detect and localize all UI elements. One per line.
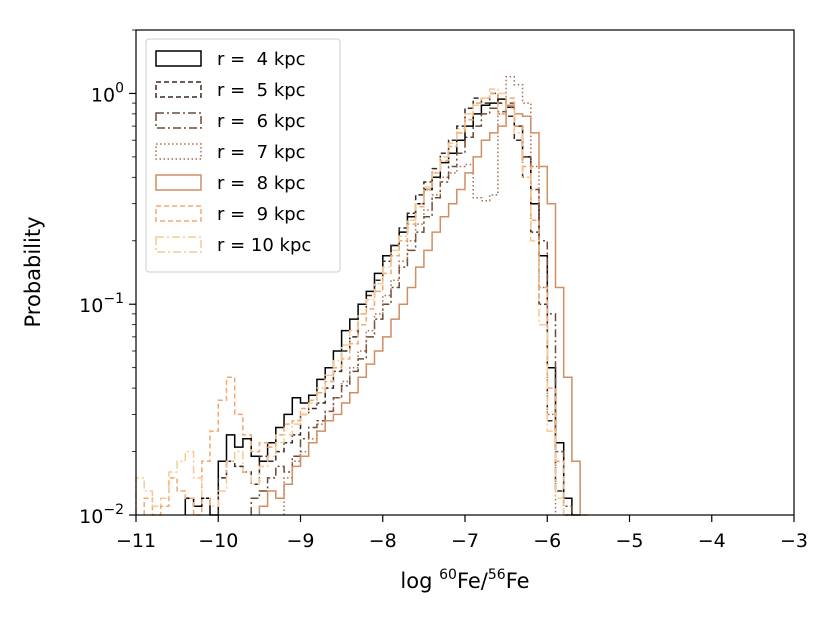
- legend-label: r = 9 kpc: [217, 204, 306, 225]
- legend-label: r = 4 kpc: [217, 49, 306, 70]
- legend-swatch: [155, 205, 202, 222]
- x-axis-ticks: −11 −10 −9 −8 −7 −6 −5 −4 −3: [116, 515, 808, 552]
- legend-swatch: [155, 143, 202, 160]
- y-tick-label: 10−1: [79, 291, 124, 317]
- x-tick-label: −3: [780, 530, 808, 552]
- series-layer: [135, 76, 589, 516]
- y-axis-ticks: 10−2 10−1 100: [79, 29, 136, 528]
- x-tick-label: −9: [286, 530, 314, 552]
- y-tick-label: 100: [91, 80, 124, 106]
- x-tick-label: −8: [369, 530, 397, 552]
- series-line-6: [143, 92, 565, 516]
- series-line-5: [258, 104, 589, 516]
- legend-swatch: [155, 236, 202, 253]
- series-line-2: [217, 92, 572, 516]
- legend-label: r = 5 kpc: [217, 80, 306, 101]
- series-line-3: [250, 102, 573, 515]
- x-tick-label: −7: [451, 530, 479, 552]
- legend-label: r = 6 kpc: [217, 111, 306, 132]
- legend-label: r = 10 kpc: [217, 235, 311, 256]
- legend-label: r = 8 kpc: [217, 173, 306, 194]
- y-tick-label: 10−2: [79, 502, 124, 528]
- x-tick-label: −4: [698, 530, 726, 552]
- legend-entries: r = 4 kpc r = 5 kpc r = 6 kpc r = 7 kpc r = …: [155, 49, 311, 256]
- legend-swatch: [155, 50, 202, 67]
- x-tick-label: −10: [198, 530, 238, 552]
- legend-swatch: [155, 81, 202, 98]
- x-tick-label: −6: [533, 530, 561, 552]
- legend-swatch: [155, 174, 202, 191]
- legend-swatch: [155, 112, 202, 129]
- x-tick-label: −11: [116, 530, 156, 552]
- x-tick-label: −5: [615, 530, 643, 552]
- legend-label: r = 7 kpc: [217, 142, 306, 163]
- series-line-7: [135, 88, 572, 516]
- x-axis-label: log 60Fe/56Fe: [400, 567, 529, 593]
- y-axis-label: Probability: [21, 216, 45, 327]
- legend: r = 4 kpc r = 5 kpc r = 6 kpc r = 7 kpc r = …: [145, 38, 341, 273]
